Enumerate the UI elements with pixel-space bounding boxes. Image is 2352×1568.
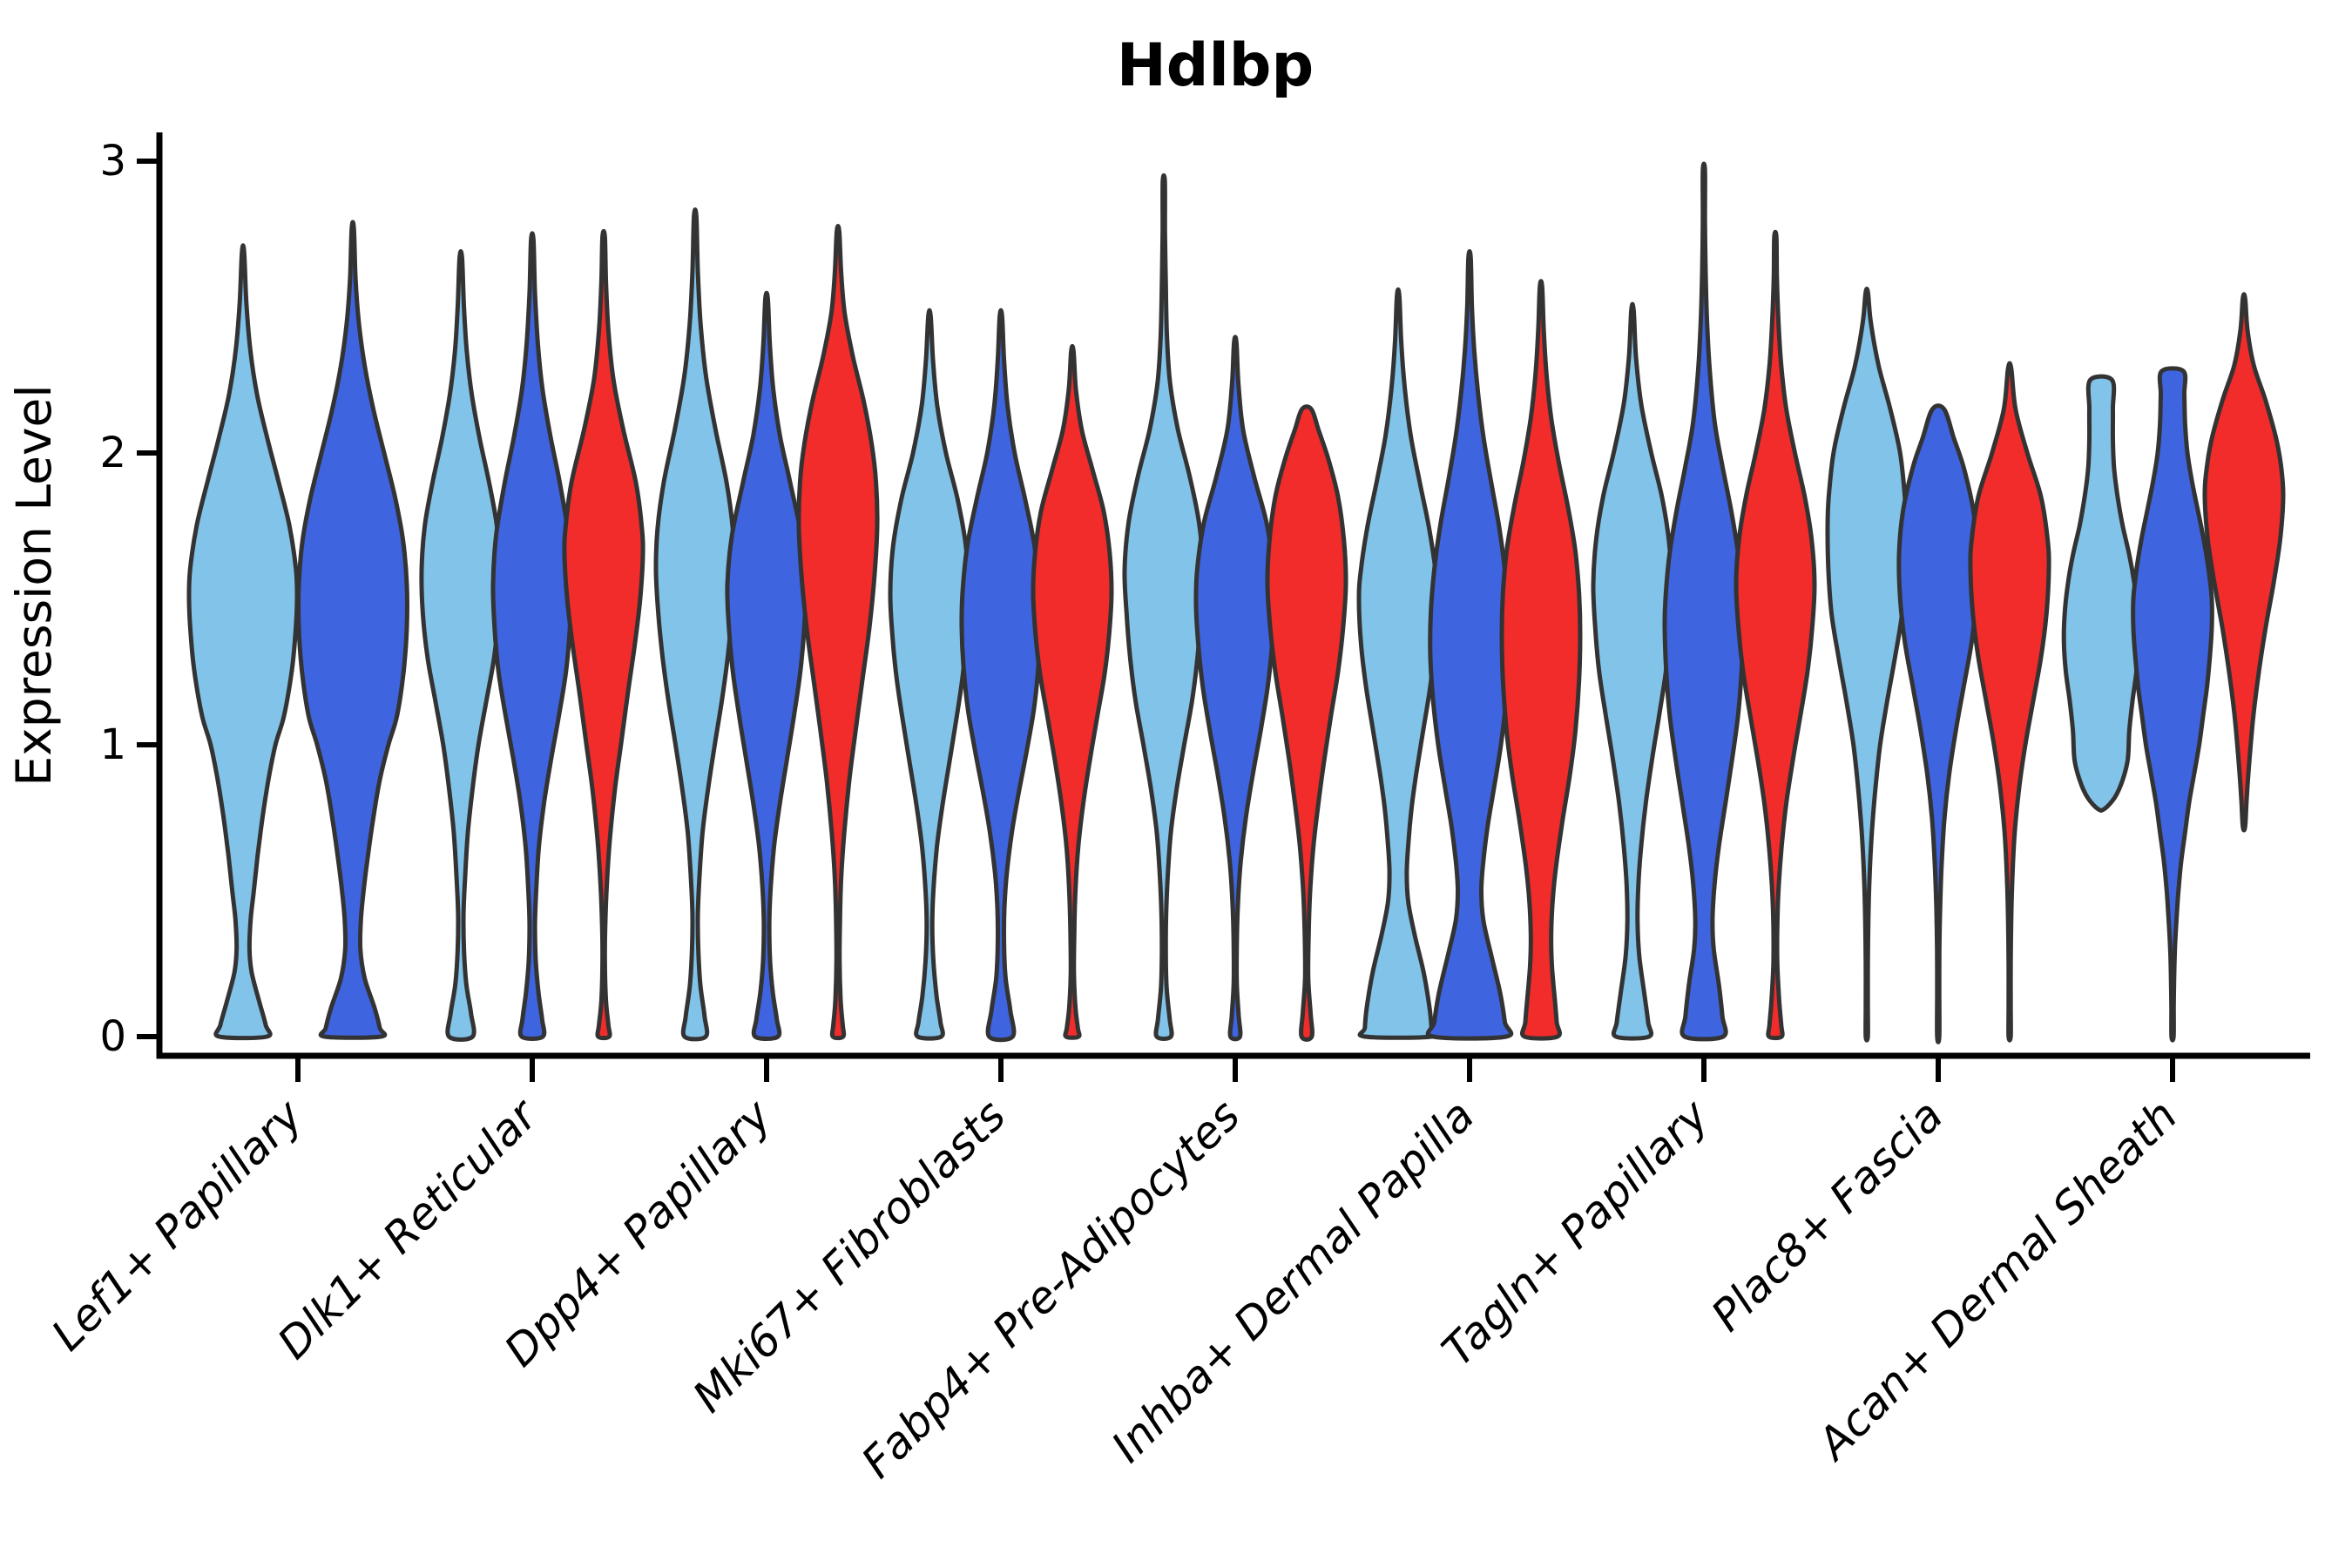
violin-tagln-papillary-red [1734,229,1817,1041]
y-tick-label: 0 [99,1012,126,1061]
violin-dlk1-reticular-blue [490,231,574,1041]
violin-plac8-fascia-blue [1896,403,1980,1044]
violin-tagln-papillary-light_blue [1591,301,1674,1041]
violin-lef1-papillary-light_blue [186,243,300,1041]
violin-dlk1-reticular-light_blue [419,248,503,1042]
violin-mki67-fibroblasts-red [1031,343,1114,1040]
x-tick-label: Fabp4+ Pre-Adipocytes [852,1090,1250,1488]
violin-acan-dermal-sheath-red [2202,292,2286,833]
violin-mki67-fibroblasts-light_blue [888,308,971,1041]
y-tick-label: 1 [99,720,126,769]
violin-fabp4-pre-adipocytes-red [1265,404,1348,1042]
violin-acan-dermal-sheath-blue [2131,366,2214,1043]
violin-dpp4-papillary-light_blue [653,207,737,1042]
violin-inhba-dermal-papilla-red [1499,279,1583,1041]
y-tick-label: 3 [99,137,126,186]
y-tick-label: 2 [99,429,126,477]
violin-lef1-papillary-blue [296,220,409,1040]
violins-layer [186,161,2286,1044]
x-tick-label: Lef1+ Papillary [42,1089,313,1360]
violin-inhba-dermal-papilla-light_blue [1356,287,1440,1040]
violin-inhba-dermal-papilla-blue [1425,248,1514,1041]
x-tick-label: Plac8+ Fascia [1702,1090,1953,1341]
violin-dlk1-reticular-red [562,228,645,1041]
violin-plac8-fascia-light_blue [1825,287,1909,1043]
x-tick-label: Dlk1+ Reticular [268,1088,549,1369]
violin-tagln-papillary-blue [1662,161,1746,1042]
chart-title: Hdlbp [1117,31,1314,100]
violin-mki67-fibroblasts-blue [959,308,1043,1043]
violin-fabp4-pre-adipocytes-light_blue [1122,172,1206,1041]
violin-dpp4-papillary-red [796,224,880,1041]
violin-acan-dermal-sheath-light_blue [2061,374,2141,813]
violin-fabp4-pre-adipocytes-blue [1193,335,1277,1042]
violin-dpp4-papillary-blue [725,290,808,1041]
violin-plac8-fascia-red [1968,361,2051,1043]
y-axis-label: Expression Level [6,384,62,786]
